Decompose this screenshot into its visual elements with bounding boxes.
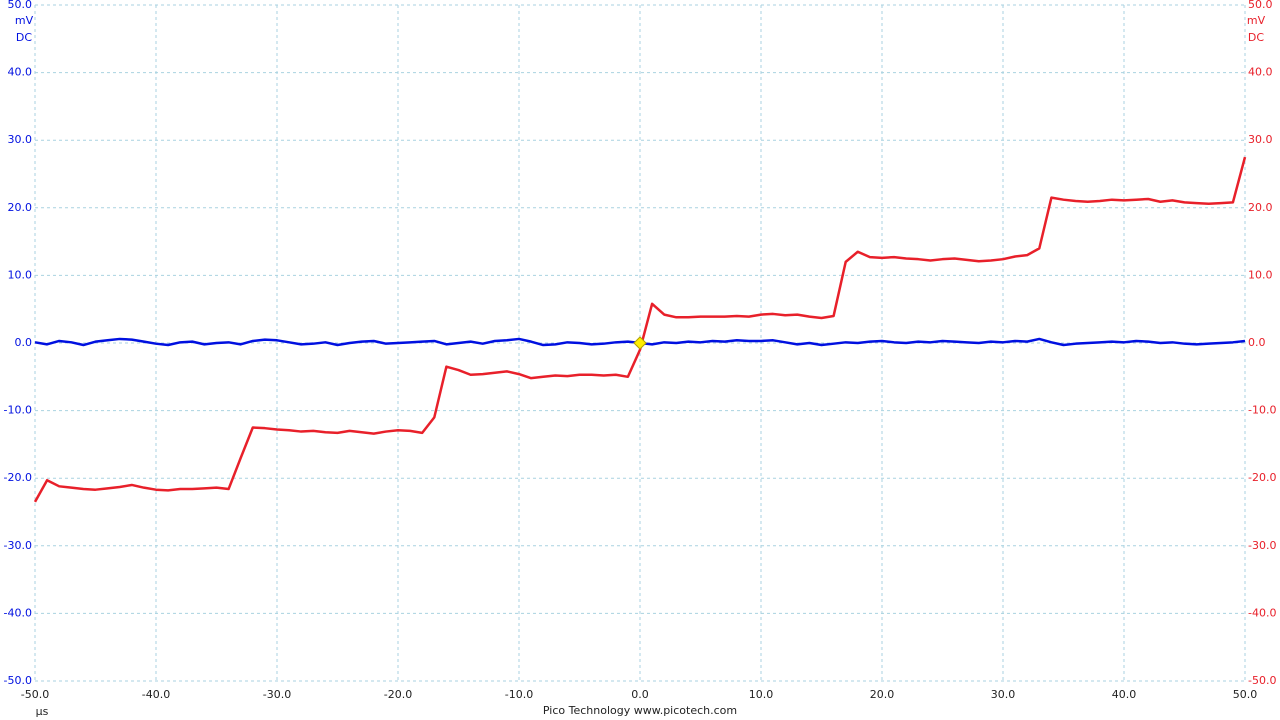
y-tick-label: 0.0 <box>15 336 33 349</box>
x-tick-label: 10.0 <box>749 688 774 701</box>
y2-tick-label: 20.0 <box>1248 201 1273 214</box>
y-tick-label: -10.0 <box>4 404 32 417</box>
x-tick-label: -40.0 <box>142 688 170 701</box>
y-unit: mV <box>15 14 34 27</box>
y-tick-label: 50.0 <box>8 0 33 11</box>
x-tick-label: 20.0 <box>870 688 895 701</box>
x-tick-label: -50.0 <box>21 688 49 701</box>
y2-coupling: DC <box>1248 31 1264 44</box>
trace <box>33 156 1247 503</box>
y2-tick-label: 30.0 <box>1248 133 1273 146</box>
y2-tick-label: -40.0 <box>1248 606 1276 619</box>
y-tick-label: -40.0 <box>4 606 32 619</box>
x-tick-label: -30.0 <box>263 688 291 701</box>
x-tick-label: 0.0 <box>631 688 649 701</box>
x-tick-label: 40.0 <box>1112 688 1137 701</box>
y2-tick-label: 40.0 <box>1248 66 1273 79</box>
y-coupling: DC <box>16 31 32 44</box>
y2-tick-label: -20.0 <box>1248 471 1276 484</box>
x-unit: µs <box>36 705 49 718</box>
x-tick-label: -20.0 <box>384 688 412 701</box>
x-tick-label: -10.0 <box>505 688 533 701</box>
y2-tick-label: -10.0 <box>1248 404 1276 417</box>
y-tick-label: -20.0 <box>4 471 32 484</box>
y2-tick-label: 0.0 <box>1248 336 1266 349</box>
trigger-marker <box>633 336 647 350</box>
y-tick-label: 40.0 <box>8 66 33 79</box>
y2-tick-label: 10.0 <box>1248 268 1273 281</box>
y-tick-label: -50.0 <box>4 674 32 687</box>
footer: Pico Technology www.picotech.com <box>543 704 737 717</box>
y2-tick-label: 50.0 <box>1248 0 1273 11</box>
y2-tick-label: -50.0 <box>1248 674 1276 687</box>
y-tick-label: 30.0 <box>8 133 33 146</box>
y-tick-label: 10.0 <box>8 268 33 281</box>
y-tick-label: -30.0 <box>4 539 32 552</box>
x-tick-label: 30.0 <box>991 688 1016 701</box>
x-tick-label: 50.0 <box>1233 688 1258 701</box>
y2-tick-label: -30.0 <box>1248 539 1276 552</box>
y2-unit: mV <box>1247 14 1266 27</box>
y-tick-label: 20.0 <box>8 201 33 214</box>
